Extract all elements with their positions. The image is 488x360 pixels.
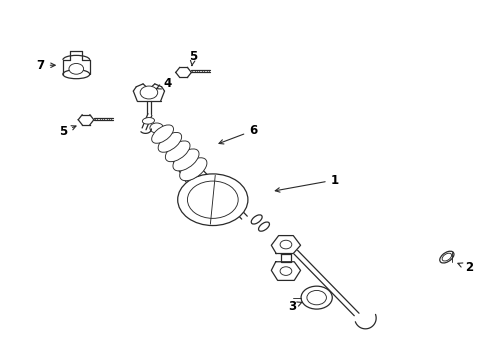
Circle shape (177, 174, 247, 226)
Circle shape (187, 181, 238, 219)
Ellipse shape (251, 215, 262, 224)
Polygon shape (280, 253, 291, 262)
Ellipse shape (214, 188, 225, 197)
Circle shape (301, 286, 331, 309)
Circle shape (280, 267, 291, 275)
Polygon shape (271, 262, 300, 280)
Circle shape (306, 291, 326, 305)
Text: 4: 4 (156, 77, 171, 90)
Ellipse shape (173, 149, 199, 171)
Ellipse shape (63, 70, 89, 79)
Ellipse shape (441, 253, 450, 261)
Text: 6: 6 (219, 124, 257, 144)
Text: 3: 3 (287, 300, 302, 313)
Circle shape (280, 240, 291, 249)
Text: 5: 5 (189, 50, 197, 66)
Ellipse shape (165, 141, 190, 162)
Ellipse shape (142, 118, 154, 124)
Polygon shape (271, 235, 300, 253)
Circle shape (140, 86, 158, 99)
Text: 5: 5 (59, 125, 76, 138)
Ellipse shape (179, 158, 206, 181)
Ellipse shape (439, 251, 453, 263)
Ellipse shape (151, 125, 173, 143)
Text: 2: 2 (457, 261, 472, 274)
Ellipse shape (258, 222, 269, 231)
Text: 7: 7 (37, 59, 55, 72)
Text: 1: 1 (275, 174, 338, 192)
Circle shape (150, 123, 163, 133)
Ellipse shape (207, 181, 218, 191)
Ellipse shape (158, 132, 181, 152)
Circle shape (69, 63, 83, 74)
